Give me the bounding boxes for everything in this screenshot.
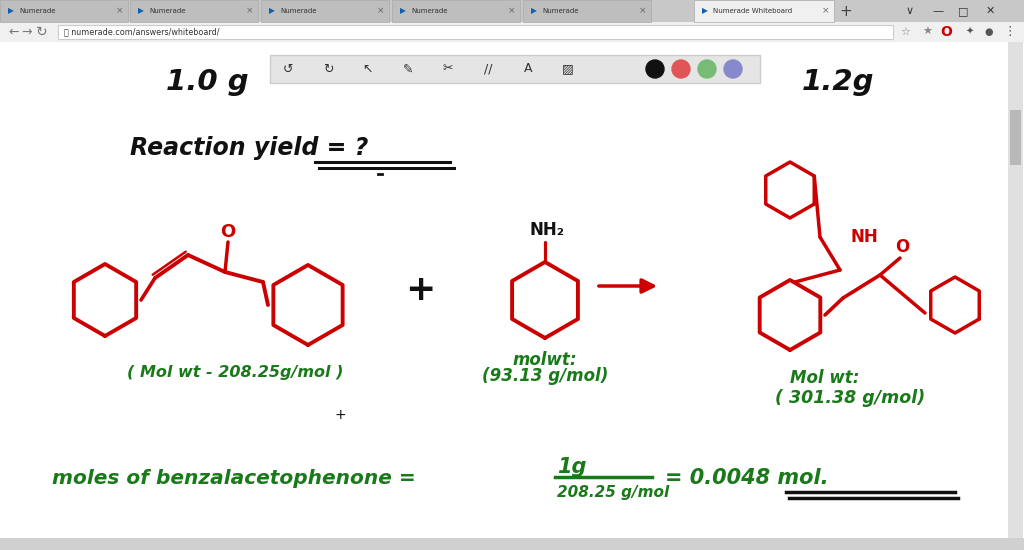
Text: ▶: ▶ xyxy=(531,7,537,15)
Text: →: → xyxy=(22,25,32,39)
Text: ⋮: ⋮ xyxy=(1002,25,1016,39)
Text: +: + xyxy=(334,408,346,422)
Bar xyxy=(0,0,128,22)
Bar xyxy=(130,0,258,22)
Text: ✂: ✂ xyxy=(442,63,454,75)
Bar xyxy=(0,22,1024,42)
Circle shape xyxy=(698,60,716,78)
Text: ( Mol wt - 208.25g/mol ): ( Mol wt - 208.25g/mol ) xyxy=(127,366,343,381)
Text: ×: × xyxy=(508,7,516,15)
Text: ▨: ▨ xyxy=(562,63,573,75)
Text: □: □ xyxy=(957,6,969,16)
Bar xyxy=(694,0,834,22)
Bar xyxy=(0,0,1024,22)
Text: ●: ● xyxy=(984,27,992,37)
Text: ☆: ☆ xyxy=(900,27,910,37)
Text: O: O xyxy=(220,223,236,241)
Text: ×: × xyxy=(246,7,254,15)
Text: Numerade Whiteboard: Numerade Whiteboard xyxy=(713,8,793,14)
Text: ▶: ▶ xyxy=(138,7,144,15)
Text: 1g: 1g xyxy=(557,457,587,477)
Bar xyxy=(1008,42,1023,538)
Bar xyxy=(1010,110,1021,165)
Text: ✕: ✕ xyxy=(985,6,994,16)
Text: O: O xyxy=(940,25,952,39)
Bar xyxy=(270,55,760,83)
Text: Numerade: Numerade xyxy=(19,8,55,14)
Text: 1.2g: 1.2g xyxy=(802,68,874,96)
Text: O: O xyxy=(895,238,909,256)
Text: ↻: ↻ xyxy=(36,25,48,39)
Text: Numerade: Numerade xyxy=(411,8,447,14)
Text: ★: ★ xyxy=(922,27,932,37)
Text: ←: ← xyxy=(9,25,19,39)
Text: Mol wt:: Mol wt: xyxy=(790,369,859,387)
Text: ✦: ✦ xyxy=(966,27,974,37)
Text: ×: × xyxy=(377,7,385,15)
Bar xyxy=(261,0,389,22)
Circle shape xyxy=(646,60,664,78)
Text: ↖: ↖ xyxy=(362,63,374,75)
Text: Reaction yield = ?: Reaction yield = ? xyxy=(130,136,369,160)
Text: A: A xyxy=(523,63,532,75)
Text: ✎: ✎ xyxy=(402,63,414,75)
Bar xyxy=(58,25,893,39)
Text: —: — xyxy=(933,6,943,16)
Text: ×: × xyxy=(639,7,647,15)
Text: ↺: ↺ xyxy=(283,63,293,75)
Text: 208.25 g/mol: 208.25 g/mol xyxy=(557,485,670,499)
Text: molwt:: molwt: xyxy=(513,351,578,369)
Bar xyxy=(523,0,651,22)
Text: = 0.0048 mol.: = 0.0048 mol. xyxy=(665,468,828,488)
Text: ▶: ▶ xyxy=(269,7,274,15)
Text: Numerade: Numerade xyxy=(150,8,185,14)
Text: ▶: ▶ xyxy=(702,7,708,15)
Text: ▶: ▶ xyxy=(400,7,406,15)
Text: ▶: ▶ xyxy=(8,7,14,15)
Text: +: + xyxy=(404,273,435,307)
Text: ×: × xyxy=(822,7,829,15)
Text: //: // xyxy=(483,63,493,75)
Text: +: + xyxy=(840,3,852,19)
Text: ×: × xyxy=(117,7,124,15)
Text: moles of benzalacetophenone =: moles of benzalacetophenone = xyxy=(52,469,416,487)
Text: Numerade: Numerade xyxy=(280,8,316,14)
FancyArrowPatch shape xyxy=(599,280,653,292)
Text: ↻: ↻ xyxy=(323,63,333,75)
Bar xyxy=(392,0,520,22)
Circle shape xyxy=(672,60,690,78)
Text: 🔒 numerade.com/answers/whiteboard/: 🔒 numerade.com/answers/whiteboard/ xyxy=(63,28,219,36)
Text: (93.13 g/mol): (93.13 g/mol) xyxy=(482,367,608,385)
Bar xyxy=(0,538,1024,550)
Text: 1.0 g: 1.0 g xyxy=(166,68,248,96)
Circle shape xyxy=(724,60,742,78)
Text: NH₂: NH₂ xyxy=(529,221,564,239)
Text: NH: NH xyxy=(850,228,878,246)
Text: Numerade: Numerade xyxy=(542,8,579,14)
Text: ∨: ∨ xyxy=(906,6,914,16)
Text: ( 301.38 g/mol): ( 301.38 g/mol) xyxy=(775,389,926,407)
